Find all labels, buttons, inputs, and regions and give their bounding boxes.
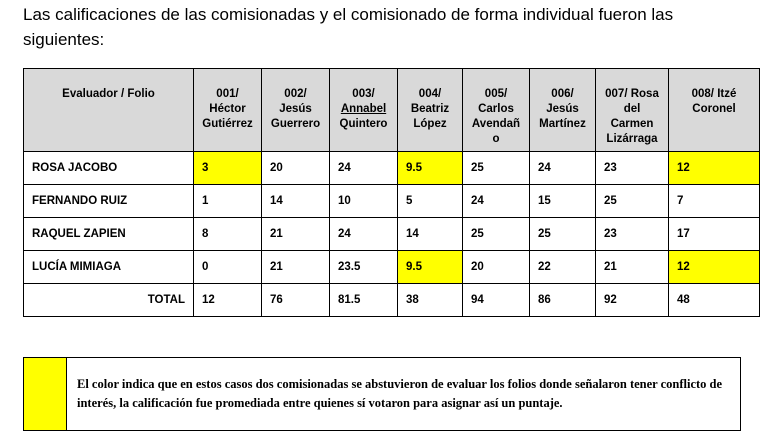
header-row: Evaluador / Folio 001/Héctor Gutiérrez 00… [23,68,760,152]
score-cell: 24 [329,217,398,251]
score-cell: 25 [462,217,530,251]
total-cell: 48 [668,283,760,317]
total-cell: 38 [397,283,463,317]
score-cell: 23 [595,217,669,251]
scores-table: Evaluador / Folio 001/Héctor Gutiérrez 00… [23,68,760,317]
total-cell: 81.5 [329,283,398,317]
score-cell: 25 [529,217,596,251]
total-cell: 86 [529,283,596,317]
table-row: RAQUEL ZAPIEN 8 21 24 14 25 25 23 17 [23,217,760,251]
table-row: FERNANDO RUIZ 1 14 10 5 24 15 25 7 [23,184,760,218]
table-row: ROSA JACOBO 3 20 24 9.5 25 24 23 12 [23,151,760,185]
score-cell: 9.5 [397,151,463,185]
score-cell: 3 [193,151,262,185]
header-folio-004: 004/Beatriz López [397,68,463,152]
score-cell: 7 [668,184,760,218]
table-row: LUCÍA MIMIAGA 0 21 23.5 9.5 20 22 21 12 [23,250,760,284]
header-folio-002: 002/Jesús Guerrero [261,68,330,152]
header-folio-008: 008/ Itzé Coronel [668,68,760,152]
score-cell: 24 [329,151,398,185]
score-cell: 23 [595,151,669,185]
score-cell: 20 [261,151,330,185]
score-cell: 5 [397,184,463,218]
evaluator-name: LUCÍA MIMIAGA [23,250,194,284]
header-folio-005: 005/Carlos Avendañ o [462,68,530,152]
total-cell: 94 [462,283,530,317]
score-cell: 24 [529,151,596,185]
total-cell: 92 [595,283,669,317]
evaluator-name: ROSA JACOBO [23,151,194,185]
score-cell: 14 [397,217,463,251]
score-cell: 8 [193,217,262,251]
evaluator-name: RAQUEL ZAPIEN [23,217,194,251]
score-cell: 23.5 [329,250,398,284]
score-cell: 9.5 [397,250,463,284]
header-folio-003: 003/Annabel Quintero [329,68,398,152]
legend-note: El color indica que en estos casos dos c… [23,357,741,431]
total-row: TOTAL 12 76 81.5 38 94 86 92 48 [23,283,760,317]
score-cell: 25 [462,151,530,185]
score-cell: 20 [462,250,530,284]
total-cell: 76 [261,283,330,317]
score-cell: 0 [193,250,262,284]
total-label: TOTAL [23,283,194,317]
header-folio-007: 007/ Rosa del Carmen Lizárraga [595,68,669,152]
header-folio-001: 001/Héctor Gutiérrez [193,68,262,152]
score-cell: 12 [668,250,760,284]
evaluator-name: FERNANDO RUIZ [23,184,194,218]
highlight-swatch [24,358,67,430]
score-cell: 21 [261,250,330,284]
total-cell: 12 [193,283,262,317]
score-cell: 24 [462,184,530,218]
score-cell: 12 [668,151,760,185]
intro-text: Las calificaciones de las comisionadas y… [23,5,674,49]
header-folio-006: 006/Jesús Martínez [529,68,596,152]
score-cell: 17 [668,217,760,251]
score-cell: 1 [193,184,262,218]
score-cell: 14 [261,184,330,218]
score-cell: 21 [595,250,669,284]
score-cell: 25 [595,184,669,218]
header-evaluator: Evaluador / Folio [23,68,194,152]
score-cell: 21 [261,217,330,251]
score-cell: 10 [329,184,398,218]
score-cell: 22 [529,250,596,284]
score-cell: 15 [529,184,596,218]
legend-note-text: El color indica que en estos casos dos c… [77,377,723,410]
